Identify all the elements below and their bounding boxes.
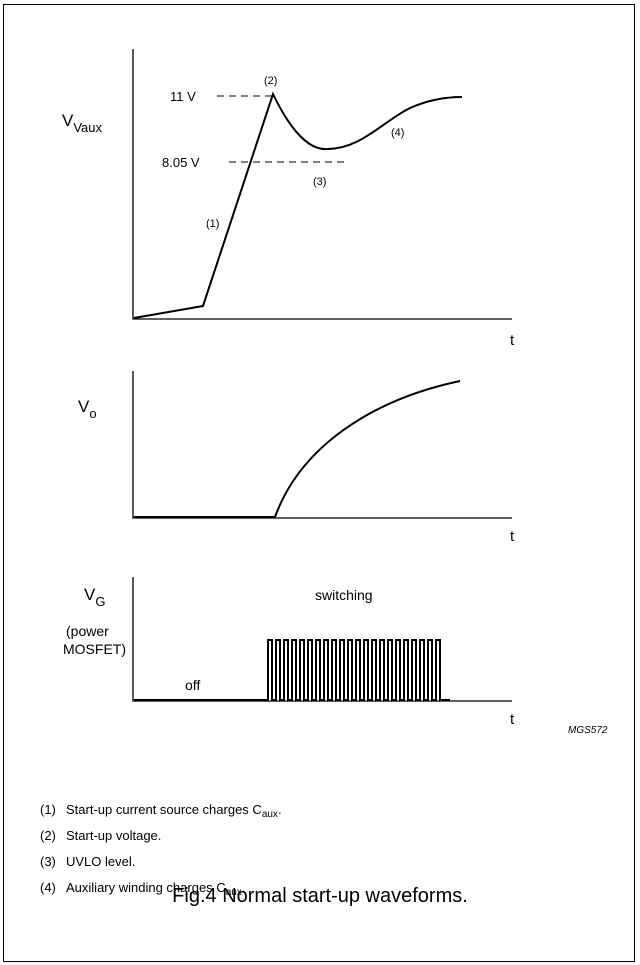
figure-frame xyxy=(3,4,635,962)
note-item: (4) Auxiliary winding charges Caux. xyxy=(40,880,246,898)
vo-waveform xyxy=(134,380,461,518)
vaux-x-label: t xyxy=(510,332,515,349)
notes-list: (1) Start-up current source charges Caux.… xyxy=(40,797,282,901)
vg-y-label: VG xyxy=(84,585,105,609)
figure-code: MGS572 xyxy=(568,725,608,736)
vaux-y-label: VVaux xyxy=(62,111,103,135)
marker-3: (3) xyxy=(313,176,326,188)
figure-caption: Fig.4 Normal start-up waveforms. xyxy=(172,885,468,907)
marker-2: (2) xyxy=(264,75,277,87)
note-item: (2) Start-up voltage. xyxy=(40,828,162,843)
vaux-axes xyxy=(132,49,512,320)
marker-4: (4) xyxy=(391,127,404,139)
vg-state-switching: switching xyxy=(315,587,373,603)
vg-state-off: off xyxy=(185,677,200,693)
note-item: (1) Start-up current source charges Caux. xyxy=(40,802,282,820)
marker-1: (1) xyxy=(206,218,219,230)
vo-y-label: Vo xyxy=(78,397,97,421)
level-805v-label: 8.05 V xyxy=(162,155,200,170)
vo-x-label: t xyxy=(510,528,515,545)
vg-panel: VG (power MOSFET) off switching t xyxy=(63,577,515,728)
vo-panel: Vo t xyxy=(78,371,515,545)
vg-waveform xyxy=(134,639,450,701)
vaux-panel: VVaux t 11 V 8.05 V (1) (2) (3) (4) xyxy=(62,49,515,349)
level-11v-label: 11 V xyxy=(170,89,196,104)
vg-x-label: t xyxy=(510,711,515,728)
vg-y-label-line3: MOSFET) xyxy=(63,641,126,657)
vo-axes xyxy=(132,371,512,519)
vaux-waveform xyxy=(133,91,463,319)
vg-y-label-line2: (power xyxy=(66,623,109,639)
note-item: (3) UVLO level. xyxy=(40,854,136,869)
